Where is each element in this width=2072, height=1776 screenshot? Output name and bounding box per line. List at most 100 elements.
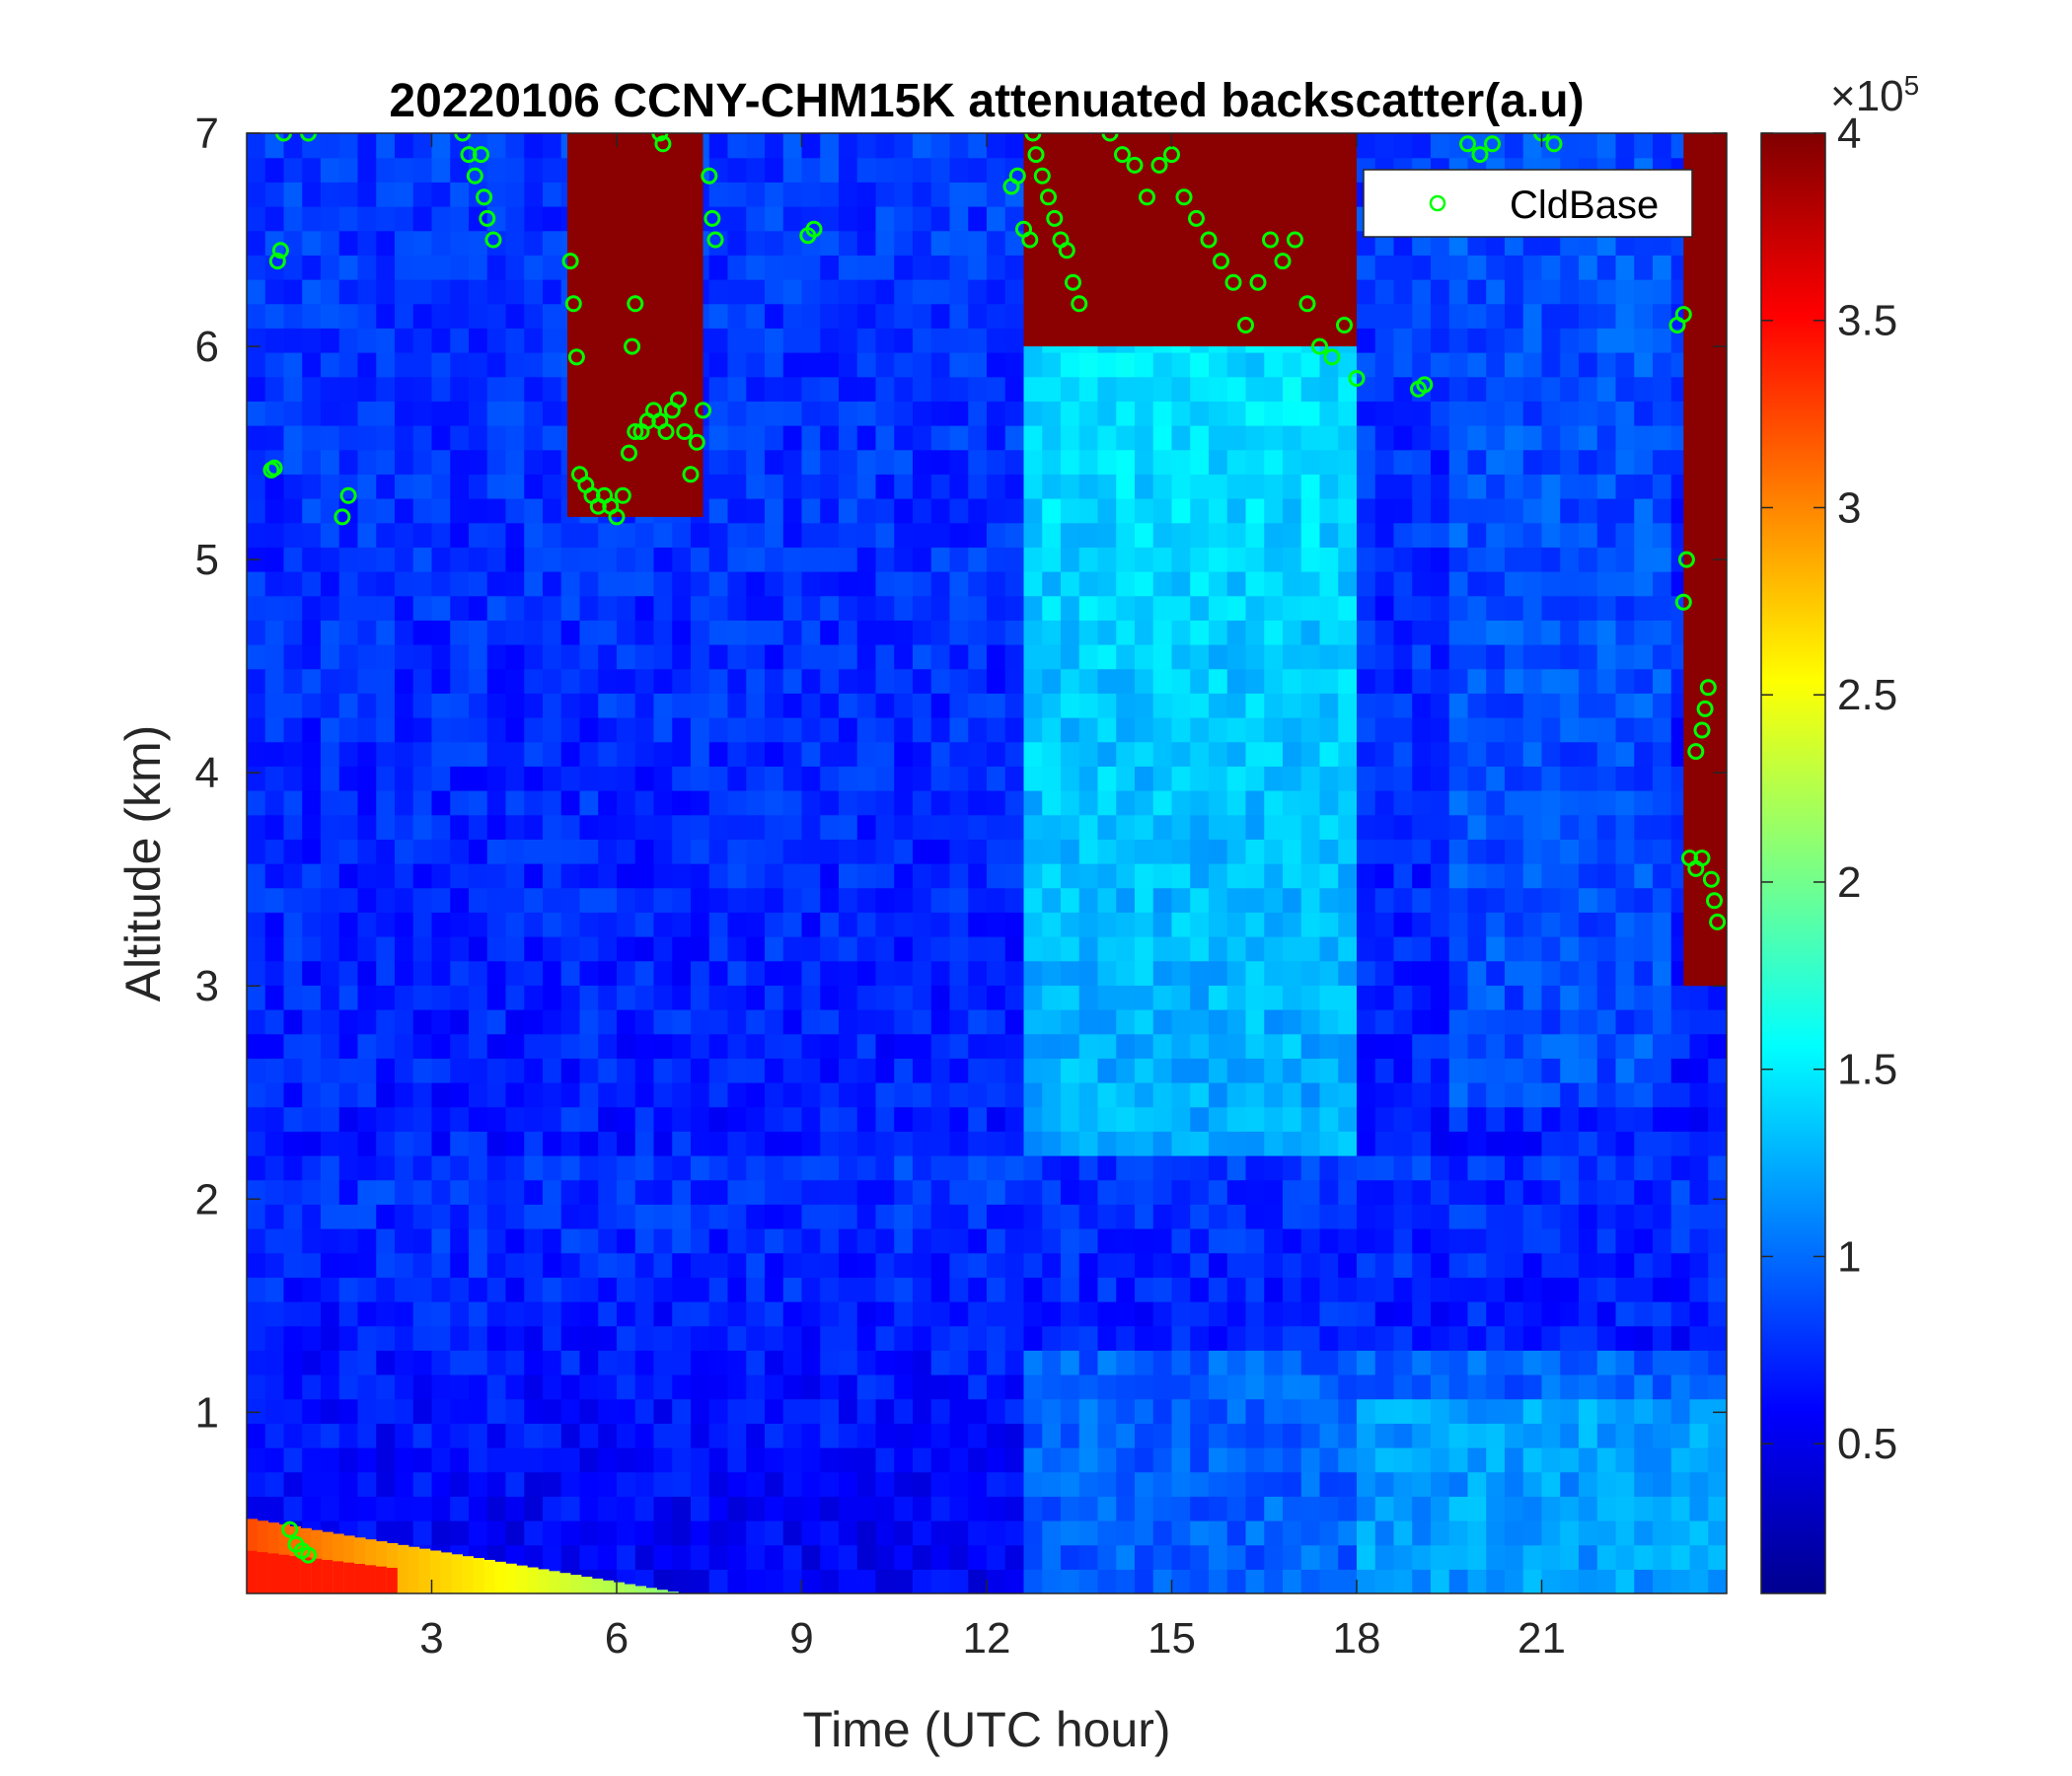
heatmap-cell (1078, 1398, 1099, 1424)
heatmap-cell (1042, 1277, 1062, 1302)
heatmap-cell (469, 474, 488, 499)
heatmap-cell (1023, 1204, 1043, 1229)
heatmap-cell (1448, 1301, 1469, 1327)
heatmap-cell (708, 620, 729, 645)
heatmap-cell (949, 668, 969, 694)
heatmap-cell (412, 1350, 433, 1375)
heatmap-cell (376, 1447, 396, 1473)
heatmap-cell (1004, 741, 1025, 767)
heatmap-cell (930, 717, 951, 743)
heatmap-cell (264, 498, 285, 524)
heatmap-cell (1152, 936, 1173, 962)
heatmap-cell (653, 766, 673, 791)
heatmap-cell (412, 1423, 433, 1448)
heatmap-cell (1245, 960, 1265, 986)
heatmap-cell (264, 157, 285, 183)
heatmap-cell (875, 1131, 895, 1156)
heatmap-cell (1300, 839, 1321, 864)
heatmap-cell (450, 1058, 470, 1083)
heatmap-cell (894, 960, 914, 986)
heatmap-cell (894, 887, 914, 913)
heatmap-cell (486, 1204, 507, 1229)
heatmap-cell (1431, 376, 1450, 402)
heatmap-cell (1579, 1204, 1598, 1229)
heatmap-cell (949, 1325, 969, 1351)
heatmap-cell (1412, 133, 1432, 159)
heatmap-cell (634, 1179, 655, 1205)
heatmap-cell (1374, 717, 1395, 743)
heatmap-cell (968, 1033, 988, 1059)
heatmap-cell (634, 1471, 655, 1497)
heatmap-cell (1374, 303, 1395, 329)
heatmap-cell (302, 425, 322, 451)
heatmap-cell (395, 352, 414, 378)
heatmap-cell (1116, 352, 1136, 378)
heatmap-cell (949, 474, 969, 499)
heatmap-cell (524, 741, 544, 767)
heatmap-cell (1171, 401, 1191, 426)
heatmap-cell (727, 1423, 747, 1448)
heatmap-cell (930, 1228, 951, 1254)
heatmap-cell (1338, 985, 1358, 1010)
heatmap-cell (1541, 255, 1561, 280)
aerosol-layer-core (278, 1554, 291, 1593)
heatmap-cell (412, 1179, 433, 1205)
heatmap-cell (1653, 887, 1672, 913)
heatmap-cell (505, 303, 525, 329)
heatmap-cell (1393, 1374, 1413, 1400)
heatmap-cell (1467, 571, 1487, 597)
heatmap-cell (1541, 401, 1561, 426)
heatmap-cell (1596, 985, 1617, 1010)
heatmap-cell (1264, 1228, 1284, 1254)
heatmap-cell (1061, 1009, 1080, 1035)
heatmap-cell (1412, 936, 1432, 962)
heatmap-cell (450, 1398, 470, 1424)
heatmap-cell (376, 1374, 396, 1400)
heatmap-cell (913, 1423, 932, 1448)
heatmap-cell (634, 1447, 655, 1473)
heatmap-cell (357, 1179, 377, 1205)
heatmap-cell (338, 1496, 359, 1521)
cldbase-point (473, 146, 489, 164)
heatmap-cell (1135, 352, 1154, 378)
heatmap-cell (617, 1106, 636, 1132)
heatmap-cell (357, 303, 377, 329)
heatmap-cell (338, 133, 359, 159)
heatmap-cell (913, 206, 932, 232)
heatmap-cell (987, 1058, 1006, 1083)
heatmap-cell (1596, 863, 1617, 889)
heatmap-cell (1579, 449, 1598, 475)
heatmap-cell (412, 1447, 433, 1473)
heatmap-cell (1283, 1033, 1302, 1059)
heatmap-cell (1467, 303, 1487, 329)
cldbase-point (1101, 133, 1119, 142)
heatmap-cell (987, 985, 1006, 1010)
heatmap-cell (1505, 595, 1524, 621)
heatmap-cell (1708, 1082, 1727, 1108)
heatmap-cell (1171, 1325, 1191, 1351)
heatmap-cell (1522, 303, 1543, 329)
heatmap-cell (1319, 985, 1339, 1010)
heatmap-cell (560, 887, 581, 913)
heatmap-cell (412, 449, 433, 475)
heatmap-cell (1097, 912, 1117, 937)
heatmap-cell (1338, 1277, 1358, 1302)
heatmap-cell (1412, 912, 1432, 937)
heatmap-cell (524, 1350, 544, 1375)
heatmap-cell (617, 1544, 636, 1570)
heatmap-cell (782, 376, 803, 402)
cldbase-series (262, 133, 1727, 1564)
heatmap-cell (1042, 449, 1062, 475)
heatmap-cell (1560, 1252, 1580, 1278)
heatmap-cell (1448, 401, 1469, 426)
heatmap-cell (524, 376, 544, 402)
heatmap-cell (746, 522, 766, 548)
heatmap-cell (1061, 887, 1080, 913)
heatmap-cell (321, 1374, 340, 1400)
heatmap-cell (524, 936, 544, 962)
heatmap-cell (1393, 133, 1413, 159)
heatmap-cell (875, 547, 895, 572)
heatmap-cell (264, 960, 285, 986)
heatmap-cell (1505, 401, 1524, 426)
heatmap-cell (727, 1058, 747, 1083)
